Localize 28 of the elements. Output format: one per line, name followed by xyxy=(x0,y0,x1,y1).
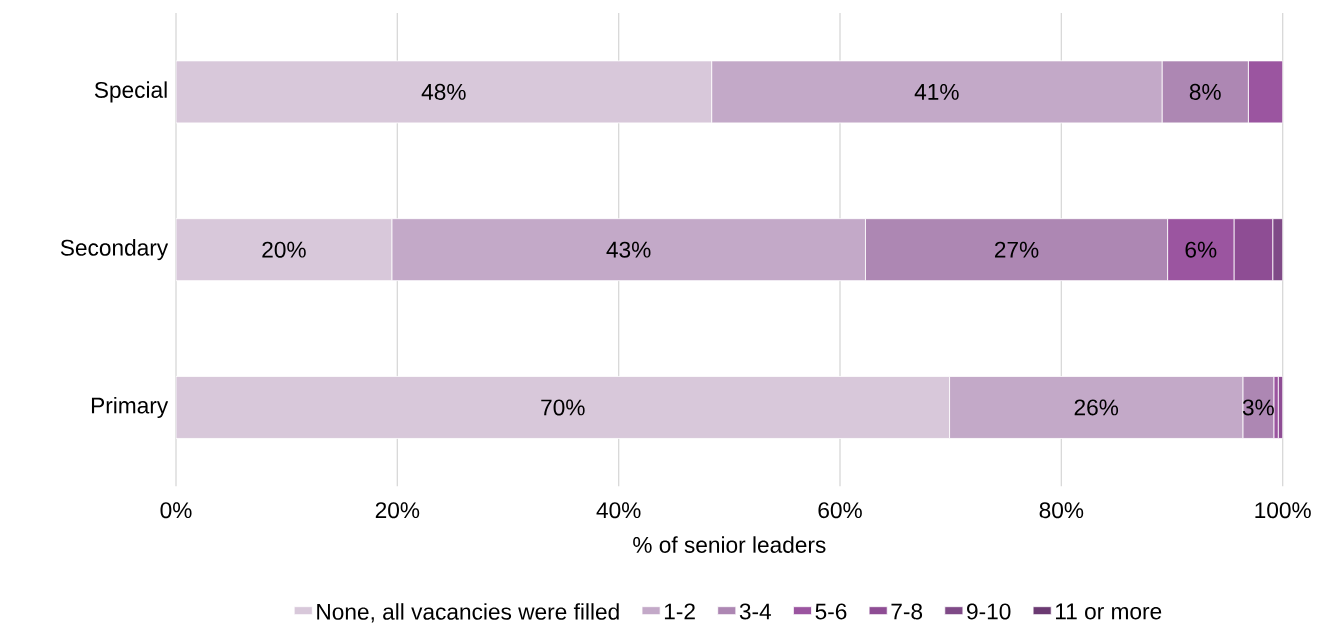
data-label: 20% xyxy=(262,241,306,258)
data-label: 26% xyxy=(1074,399,1119,416)
legend-label: 1-2 xyxy=(664,603,695,620)
y-tick-label: Primary xyxy=(91,396,169,419)
x-tick-label: 20% xyxy=(375,502,420,519)
data-label: 43% xyxy=(606,241,651,258)
legend-label: 9-10 xyxy=(967,603,1011,620)
data-label: 48% xyxy=(421,83,466,100)
legend-label: 11 or more xyxy=(1056,603,1162,620)
data-label: 8% xyxy=(1189,83,1221,100)
legend-label: 3-4 xyxy=(739,603,771,620)
x-tick-label: 40% xyxy=(596,502,641,519)
legend-label: None, all vacancies were filled xyxy=(317,603,619,623)
data-label: 3% xyxy=(1242,399,1274,416)
x-axis-title: % of senior leaders xyxy=(633,536,826,553)
data-label: 27% xyxy=(994,241,1039,258)
bar xyxy=(1233,218,1274,282)
x-tick-label: 80% xyxy=(1039,502,1084,519)
x-tick-label: 100% xyxy=(1255,502,1311,519)
legend-label: 7-8 xyxy=(891,603,923,620)
legend-label: 5-6 xyxy=(815,603,847,620)
y-tick-label: Special xyxy=(94,81,167,103)
data-label: 6% xyxy=(1185,241,1217,258)
x-tick-label: 0% xyxy=(160,502,192,519)
data-label: 70% xyxy=(541,399,585,416)
x-tick-label: 60% xyxy=(818,502,862,519)
y-tick-label: Secondary xyxy=(60,239,169,261)
data-label: 41% xyxy=(914,83,959,100)
